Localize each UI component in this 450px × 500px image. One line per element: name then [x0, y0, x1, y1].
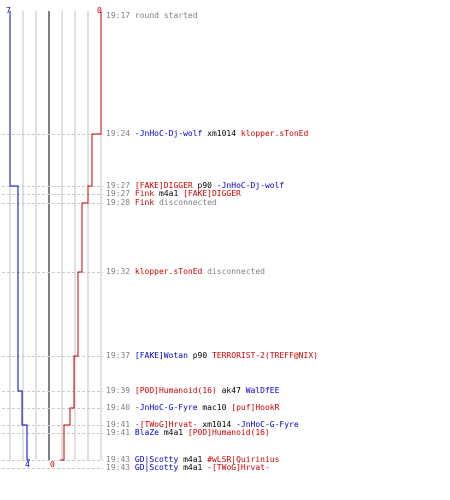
event-text: TERRORIST-2(TREFF@NIX) [211, 351, 318, 360]
event-row: 19:43 GD|Scotty m4a1 #wLSR|Quirinius [106, 456, 279, 464]
event-text: -JnHoC-Dj-wolf [134, 129, 203, 138]
blue-team-count-line [9, 11, 30, 461]
event-time: 19:28 [106, 198, 135, 207]
event-time: 19:27 [106, 189, 135, 198]
event-text: m4a1 [154, 189, 184, 198]
event-text: klopper.sTonEd [240, 129, 309, 138]
blue-end-count: 4 [25, 460, 30, 469]
red-team-count-line [60, 11, 102, 461]
event-time: 19:27 [106, 181, 135, 190]
event-time: 19:43 [106, 455, 135, 464]
red-end-count: 0 [50, 460, 55, 469]
event-text: xm1014 [197, 420, 237, 429]
event-text: [P0D]Humanoid(16) [187, 428, 270, 437]
event-text: klopper.sTonEd [134, 267, 203, 276]
event-text: [FAKE]Wotan [134, 351, 188, 360]
event-row: 19:28 Fink disconnected [106, 199, 217, 207]
event-time: 19:32 [106, 267, 135, 276]
event-text: [FAKE]DIGGER [183, 189, 241, 198]
event-text: p90 [187, 351, 212, 360]
red-start-count: 0 [97, 6, 102, 15]
event-text: WalDfEE [245, 386, 280, 395]
event-text: m4a1 [159, 428, 188, 437]
event-text: -JnHoC-G-Fyre [134, 403, 198, 412]
event-row: 19:27 [FAKE]DIGGER p90 -JnHoC-Dj-wolf [106, 182, 284, 190]
event-row: 19:40 -JnHoC-G-Fyre mac10 [puf]HookR [106, 404, 279, 412]
event-text: -[TWoG]Hrvat- [134, 420, 198, 429]
event-row: 19:37 [FAKE]Wotan p90 TERRORIST-2(TREFF@… [106, 352, 318, 360]
event-row: 19:32 klopper.sTonEd disconnected [106, 268, 265, 276]
event-text: m4a1 [178, 463, 208, 472]
event-text: [P0D]Humanoid(16) [134, 386, 217, 395]
event-row: 19:43 GD|Scotty m4a1 -[TWoG]Hrvat- [106, 464, 270, 472]
event-time: 19:41 [106, 420, 135, 429]
event-time: 19:24 [106, 129, 135, 138]
event-text: disconnected [202, 267, 265, 276]
event-text: -JnHoC-Dj-wolf [216, 181, 285, 190]
event-text: disconnected [154, 198, 217, 207]
event-guide-lines [2, 134, 103, 469]
event-time: 19:39 [106, 386, 135, 395]
event-text: m4a1 [178, 455, 208, 464]
timeline-grid [9, 11, 102, 460]
event-time: 19:40 [106, 403, 135, 412]
event-text: Fink [134, 189, 155, 198]
event-row: 19:27 Fink m4a1 [FAKE]DIGGER [106, 190, 241, 198]
event-text: [puf]HookR [231, 403, 280, 412]
event-row: 19:41 BlaZe m4a1 [P0D]Humanoid(16) [106, 429, 270, 437]
event-text: -[TWoG]Hrvat- [207, 463, 270, 472]
blue-start-count: 7 [6, 6, 11, 15]
event-text: xm1014 [202, 129, 241, 138]
event-time: 19:17 [106, 11, 135, 20]
event-text: p90 [192, 181, 217, 190]
event-text: GD|Scotty [134, 463, 179, 472]
event-row: 19:17 round started [106, 12, 198, 20]
event-text: mac10 [197, 403, 232, 412]
event-time: 19:41 [106, 428, 135, 437]
event-text: #wLSR|Quirinius [207, 455, 280, 464]
event-text: BlaZe [134, 428, 159, 437]
event-text: Fink [134, 198, 155, 207]
event-text: ak47 [216, 386, 246, 395]
event-row: 19:39 [P0D]Humanoid(16) ak47 WalDfEE [106, 387, 279, 395]
event-time: 19:37 [106, 351, 135, 360]
event-text: -JnHoC-G-Fyre [236, 420, 299, 429]
event-time: 19:43 [106, 463, 135, 472]
event-text: round started [134, 11, 198, 20]
event-text: GD|Scotty [134, 455, 179, 464]
event-row: 19:24 -JnHoC-Dj-wolf xm1014 klopper.sTon… [106, 130, 308, 138]
event-text: [FAKE]DIGGER [134, 181, 193, 190]
event-row: 19:41 -[TWoG]Hrvat- xm1014 -JnHoC-G-Fyre [106, 421, 299, 429]
